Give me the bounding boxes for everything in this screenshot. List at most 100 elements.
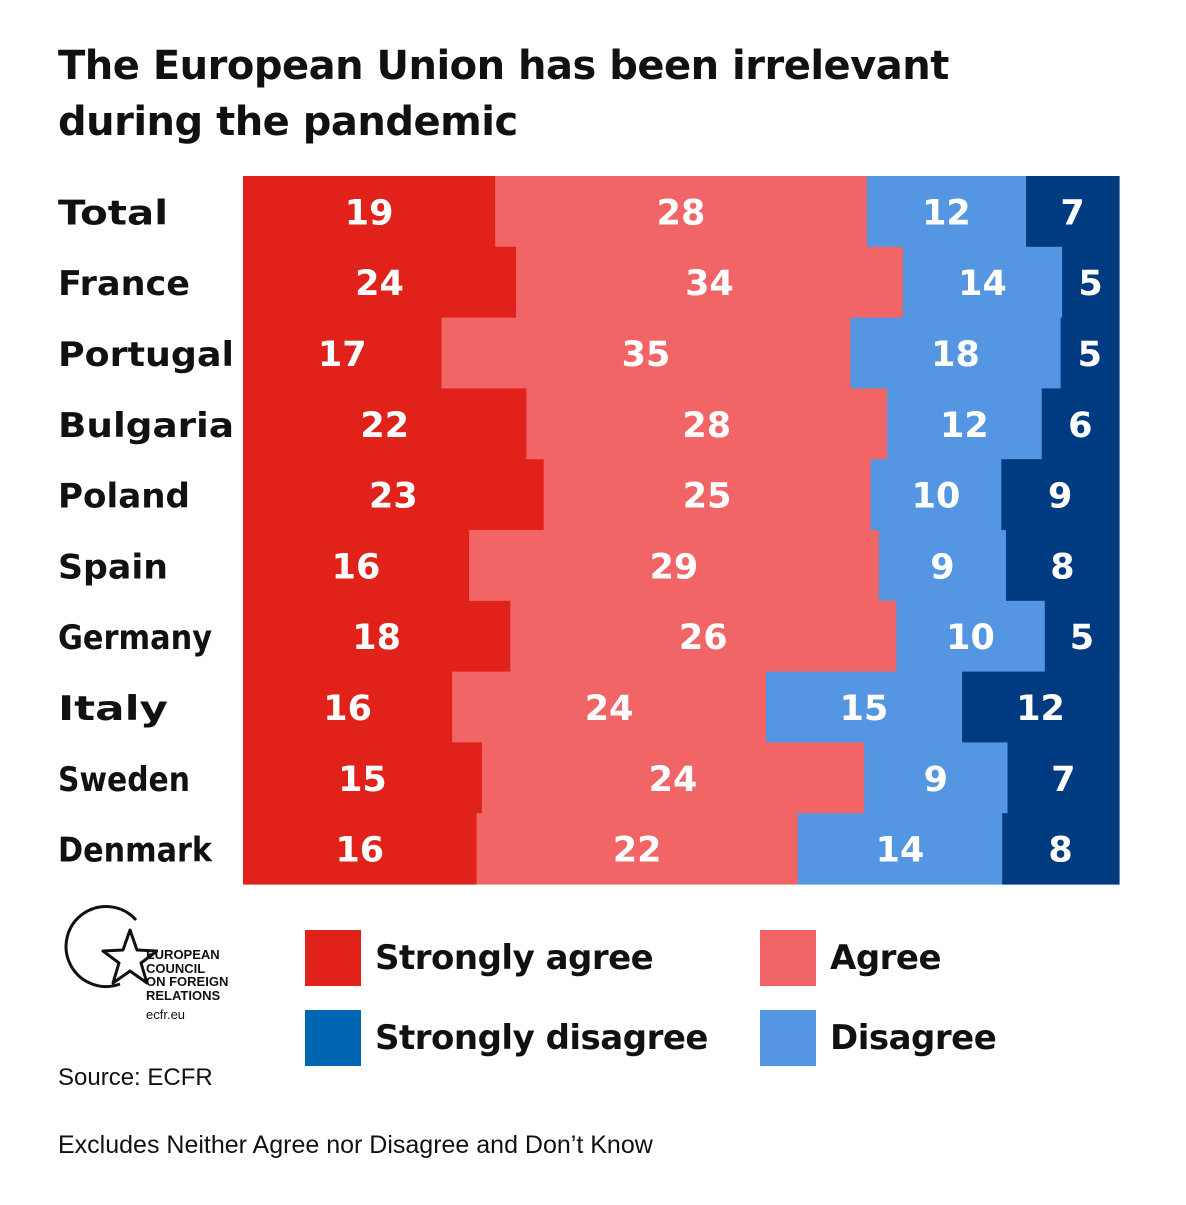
bar-strongly-disagree-total	[1026, 176, 1120, 248]
category-label-portugal: Portugal	[58, 335, 234, 375]
bar-agree-total	[495, 176, 868, 248]
logo-line: RELATIONS	[146, 987, 221, 1003]
data-label-strongly-disagree-bulgaria: 6	[1068, 406, 1092, 446]
logo-line: COUNCIL	[146, 960, 206, 976]
logo-line: EUROPEAN	[146, 947, 220, 962]
data-label-strongly-disagree-poland: 9	[1048, 477, 1072, 517]
data-label-strongly-disagree-sweden: 7	[1051, 760, 1075, 800]
bar-agree-poland	[543, 459, 872, 531]
bar-strongly-agree-poland	[243, 459, 545, 531]
bar-strongly-agree-sweden	[243, 742, 483, 814]
bar-disagree-germany	[896, 600, 1046, 673]
bar-disagree-spain	[878, 530, 1007, 602]
data-label-agree-poland: 25	[683, 477, 732, 517]
bar-strongly-disagree-portugal	[1060, 317, 1120, 389]
bar-strongly-agree-italy	[243, 671, 453, 743]
logo-url: ecfr.eu	[146, 1007, 186, 1022]
legend-swatch-disagree	[760, 1010, 816, 1066]
bar-strongly-agree-france	[243, 246, 517, 319]
data-label-agree-france: 34	[685, 264, 734, 304]
data-label-strongly-disagree-denmark: 8	[1048, 831, 1072, 871]
category-label-poland: Poland	[58, 477, 190, 517]
data-label-agree-italy: 24	[585, 689, 634, 729]
data-label-strongly-agree-sweden: 15	[338, 760, 387, 800]
bar-disagree-sweden	[864, 742, 1009, 814]
source-note: Source: ECFR	[58, 1064, 213, 1091]
bar-strongly-agree-portugal	[243, 317, 443, 389]
bar-strongly-agree-bulgaria	[243, 388, 528, 460]
category-label-france: France	[58, 264, 190, 304]
data-label-disagree-denmark: 14	[876, 831, 925, 871]
data-label-agree-total: 28	[657, 193, 706, 233]
bar-agree-bulgaria	[526, 388, 888, 460]
bar-agree-sweden	[481, 742, 865, 814]
bar-agree-spain	[469, 530, 880, 602]
bar-strongly-agree-total	[243, 176, 496, 248]
data-label-disagree-sweden: 9	[924, 760, 948, 800]
legend-swatch-strongly-agree	[305, 930, 361, 986]
bar-strongly-disagree-france	[1062, 246, 1120, 319]
logo-wordmark: EUROPEAN COUNCIL ON FOREIGN RELATIONS	[146, 948, 228, 1002]
legend-agree: Agree	[760, 930, 942, 986]
bar-strongly-agree-germany	[243, 600, 511, 673]
data-label-agree-bulgaria: 28	[682, 406, 731, 446]
bar-agree-france	[516, 246, 904, 319]
data-label-strongly-agree-bulgaria: 22	[360, 406, 409, 446]
data-label-disagree-germany: 10	[946, 618, 995, 658]
bar-agree-denmark	[476, 813, 799, 885]
ecfr-logo: EUROPEAN COUNCIL ON FOREIGN RELATIONS ec…	[58, 898, 248, 1028]
bar-disagree-denmark	[797, 813, 1003, 885]
data-label-strongly-agree-denmark: 16	[335, 831, 384, 871]
category-label-germany: Germany	[58, 618, 212, 658]
footnote: Excludes Neither Agree nor Disagree and …	[58, 1131, 653, 1159]
bar-strongly-disagree-denmark	[1002, 813, 1120, 885]
bar-disagree-bulgaria	[887, 388, 1043, 460]
category-label-italy: Italy	[58, 689, 168, 729]
data-label-strongly-disagree-france: 5	[1078, 264, 1102, 304]
data-label-strongly-agree-france: 24	[355, 264, 404, 304]
data-label-strongly-agree-spain: 16	[332, 547, 381, 587]
bar-disagree-italy	[765, 671, 963, 743]
data-label-disagree-italy: 15	[840, 689, 889, 729]
category-label-denmark: Denmark	[58, 831, 213, 871]
legend-label-disagree: Disagree	[830, 1018, 997, 1058]
category-label-bulgaria: Bulgaria	[58, 406, 234, 446]
bar-disagree-total	[866, 176, 1027, 248]
data-label-strongly-disagree-spain: 8	[1050, 547, 1074, 587]
bar-strongly-disagree-poland	[1001, 459, 1120, 531]
data-label-strongly-disagree-italy: 12	[1016, 689, 1065, 729]
bar-disagree-portugal	[850, 317, 1062, 389]
bar-strongly-agree-spain	[243, 530, 470, 602]
legend-label-strongly-agree: Strongly agree	[375, 938, 654, 978]
bar-agree-italy	[452, 671, 767, 743]
data-label-strongly-agree-germany: 18	[352, 618, 401, 658]
data-label-strongly-agree-total: 19	[345, 193, 394, 233]
data-label-agree-sweden: 24	[649, 760, 698, 800]
logo-line: ON FOREIGN	[146, 974, 229, 989]
bar-strongly-disagree-germany	[1044, 600, 1120, 673]
bar-disagree-france	[902, 246, 1063, 319]
data-label-strongly-agree-italy: 16	[323, 689, 372, 729]
data-label-strongly-agree-portugal: 17	[318, 335, 367, 375]
data-label-disagree-spain: 9	[930, 547, 954, 587]
data-label-agree-denmark: 22	[613, 831, 662, 871]
data-label-agree-portugal: 35	[622, 335, 671, 375]
legend-disagree: Disagree	[760, 1010, 997, 1066]
bar-strongly-disagree-bulgaria	[1041, 388, 1120, 460]
stacked-bar-chart: Total 19 28 12 7 France 24 34 14 5 Portugal 17 35 18 5…	[58, 176, 1120, 885]
legend-swatch-strongly-disagree	[305, 1010, 361, 1066]
legend-label-agree: Agree	[830, 938, 942, 978]
legend-label-strongly-disagree: Strongly disagree	[375, 1018, 708, 1058]
legend-strongly-agree: Strongly agree	[305, 930, 654, 986]
bar-strongly-disagree-sweden	[1007, 742, 1120, 814]
bar-strongly-disagree-italy	[962, 671, 1120, 743]
data-label-disagree-portugal: 18	[931, 335, 980, 375]
bar-agree-germany	[510, 600, 897, 673]
bar-strongly-agree-denmark	[243, 813, 478, 885]
category-label-total: Total	[58, 193, 168, 233]
data-label-disagree-france: 14	[958, 264, 1007, 304]
legend-swatch-agree	[760, 930, 816, 986]
bar-strongly-disagree-spain	[1005, 530, 1120, 602]
data-label-strongly-disagree-total: 7	[1060, 193, 1084, 233]
data-label-disagree-poland: 10	[912, 477, 961, 517]
